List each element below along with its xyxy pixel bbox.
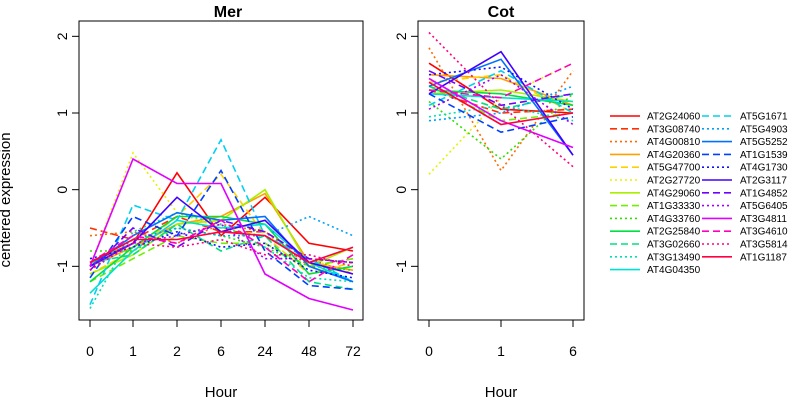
series-line-at5g5252 <box>428 58 574 156</box>
series-line-at1g1187 <box>89 230 354 264</box>
series-line-at3g5814 <box>89 238 354 271</box>
series-line-at2g3117 <box>428 50 574 156</box>
x-tick-label: 0 <box>425 343 433 359</box>
legend-label: AT2G24060 <box>647 112 701 123</box>
y-tick-label: 2 <box>54 32 70 40</box>
x-tick-label: 48 <box>301 343 317 359</box>
series-line-at5g1671 <box>428 69 574 114</box>
y-tick-label: 1 <box>393 109 409 117</box>
series-line-at2g25840 <box>428 89 574 107</box>
series-line-at3g4610 <box>89 219 354 283</box>
y-tick-label: 2 <box>393 32 409 40</box>
legend-label: AT5G47700 <box>647 163 701 174</box>
legend-label: AT1G4852 <box>740 188 788 199</box>
legend-label: AT4G33760 <box>647 214 701 225</box>
series-line-at3g02660 <box>89 223 354 291</box>
series-line-at1g1539 <box>428 93 574 134</box>
y-tick-label: -1 <box>393 260 409 273</box>
legend-label: AT5G1671 <box>740 112 788 123</box>
legend-label: AT3G08740 <box>647 124 701 135</box>
x-axis-title-cot: Hour <box>485 384 518 400</box>
x-tick-label: 72 <box>345 343 361 359</box>
series-line-at3g4610 <box>428 62 574 99</box>
y-tick-label: 0 <box>393 186 409 194</box>
series-line-at1g33330 <box>89 234 354 283</box>
x-tick-label: 24 <box>257 343 273 359</box>
series-line-at2g24060 <box>428 62 574 114</box>
legend-label: AT3G4811 <box>740 214 787 225</box>
series-line-at4g20360 <box>428 73 574 107</box>
legend-label: AT5G5252 <box>740 137 788 148</box>
series-line-at1g1539 <box>89 168 354 291</box>
x-tick-label: 0 <box>86 343 94 359</box>
y-tick-label: 1 <box>54 109 70 117</box>
y-axis-title: centered expression <box>0 132 14 267</box>
legend-label: AT3G4610 <box>740 227 788 238</box>
series-line-at3g5814 <box>428 31 574 168</box>
x-axis-title-mer: Hour <box>205 384 238 400</box>
plot-frame <box>417 20 585 321</box>
y-tick-label: 0 <box>54 186 70 194</box>
legend-label: AT4G00810 <box>647 137 701 148</box>
series-line-at3g13490 <box>428 104 574 122</box>
series-line-at3g4811 <box>89 157 354 311</box>
x-tick-label: 2 <box>173 343 181 359</box>
legend-label: AT1G1539 <box>740 150 788 161</box>
series-line-at5g6405 <box>428 73 574 126</box>
legend-label: AT1G33330 <box>647 201 701 212</box>
x-tick-label: 6 <box>217 343 225 359</box>
legend-label: AT5G6405 <box>740 201 788 212</box>
legend-label: AT1G1187 <box>740 252 787 263</box>
legend-label: AT2G27720 <box>647 176 701 187</box>
y-tick-label: -1 <box>54 260 70 273</box>
legend-label: AT4G1730 <box>740 163 788 174</box>
legend-label: AT3G13490 <box>647 252 701 263</box>
series-line-at1g1187 <box>428 81 574 126</box>
x-tick-label: 1 <box>129 343 137 359</box>
legend-label: AT4G20360 <box>647 150 701 161</box>
legend-label: AT2G25840 <box>647 227 701 238</box>
legend-label: AT3G02660 <box>647 240 701 251</box>
series-line-at5g5252 <box>89 211 354 283</box>
panel-title-mer: Mer <box>214 4 242 21</box>
series-line-at3g13490 <box>89 211 354 309</box>
x-tick-label: 6 <box>569 343 577 359</box>
x-tick-label: 1 <box>497 343 505 359</box>
legend-label: AT4G04350 <box>647 265 701 276</box>
panel-cot: Cot Hour -1 0 1 2 0 1 6 <box>393 4 585 400</box>
series-line-at1g4852 <box>428 70 574 107</box>
panel-mer: Mer Hour -1 0 1 2 0 1 2 6 24 48 72 <box>54 4 364 400</box>
series-line-at2g25840 <box>89 215 354 283</box>
legend-label: AT4G29060 <box>647 188 701 199</box>
legend-label: AT3G5814 <box>740 240 788 251</box>
legend-label: AT2G3117 <box>740 176 787 187</box>
panel-title-cot: Cot <box>488 4 515 21</box>
legend-label: AT5G4903 <box>740 124 788 135</box>
